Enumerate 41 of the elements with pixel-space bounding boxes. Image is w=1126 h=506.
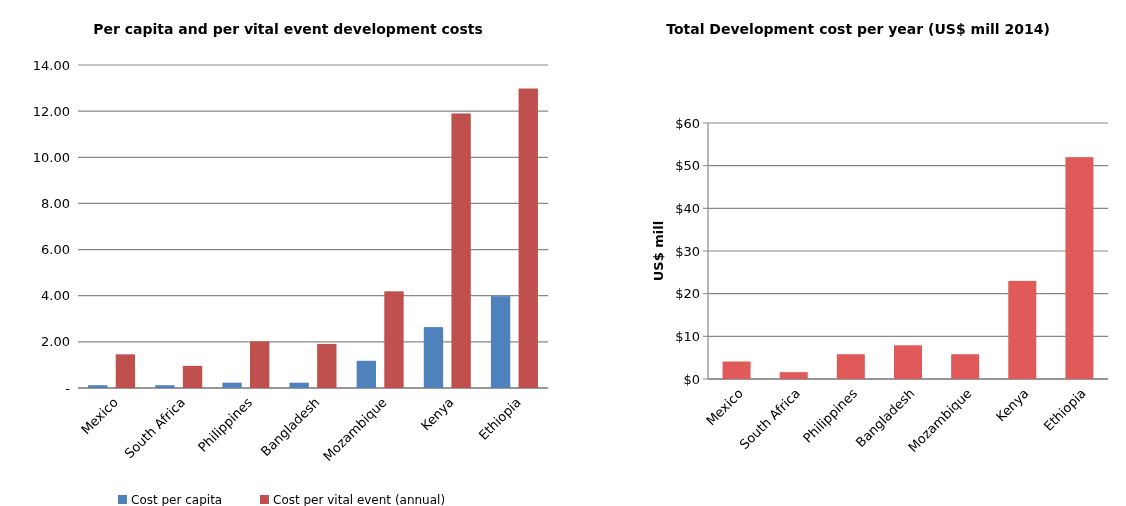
bar bbox=[155, 385, 175, 388]
y-tick-label: $0 bbox=[683, 371, 700, 387]
bar bbox=[356, 360, 376, 388]
y-tick-label: $50 bbox=[675, 158, 700, 174]
bar bbox=[490, 296, 511, 388]
bar bbox=[88, 385, 108, 388]
legend-label: Cost per vital event (annual) bbox=[273, 493, 446, 506]
bar bbox=[1065, 157, 1094, 379]
bar bbox=[951, 354, 980, 379]
bar bbox=[384, 291, 404, 388]
y-tick-label: $30 bbox=[675, 243, 700, 259]
y-tick-label: $20 bbox=[675, 286, 700, 302]
bar bbox=[1008, 280, 1037, 379]
y-tick-label: 6.00 bbox=[41, 242, 70, 258]
bar bbox=[894, 345, 922, 379]
bar bbox=[836, 354, 865, 379]
bar bbox=[115, 354, 136, 388]
y-tick-label: - bbox=[65, 380, 71, 396]
bar bbox=[423, 327, 444, 388]
legend-label: Cost per capita bbox=[131, 493, 223, 506]
y-tick-label: $40 bbox=[675, 200, 700, 216]
bar bbox=[779, 372, 808, 379]
bar bbox=[289, 382, 309, 388]
y-tick-label: $60 bbox=[675, 115, 700, 131]
y-tick-label: 8.00 bbox=[41, 195, 70, 211]
bar bbox=[518, 88, 538, 388]
y-tick-label: 4.00 bbox=[41, 288, 70, 304]
bar bbox=[250, 341, 270, 388]
chart-title: Per capita and per vital event development costs bbox=[93, 21, 483, 37]
y-tick-label: 2.00 bbox=[41, 334, 70, 350]
y-tick-label: $10 bbox=[675, 328, 700, 344]
chart-title: Total Development cost per year (US$ mill 2014) bbox=[666, 21, 1050, 37]
y-tick-label: 12.00 bbox=[32, 103, 70, 119]
bar bbox=[722, 361, 751, 379]
y-tick-label: 14.00 bbox=[32, 57, 70, 73]
bar bbox=[222, 382, 242, 388]
bar bbox=[317, 343, 337, 388]
bar bbox=[451, 113, 471, 388]
y-axis-title: US$ mill bbox=[651, 220, 666, 282]
bar bbox=[182, 365, 203, 388]
y-tick-label: 10.00 bbox=[32, 149, 70, 165]
